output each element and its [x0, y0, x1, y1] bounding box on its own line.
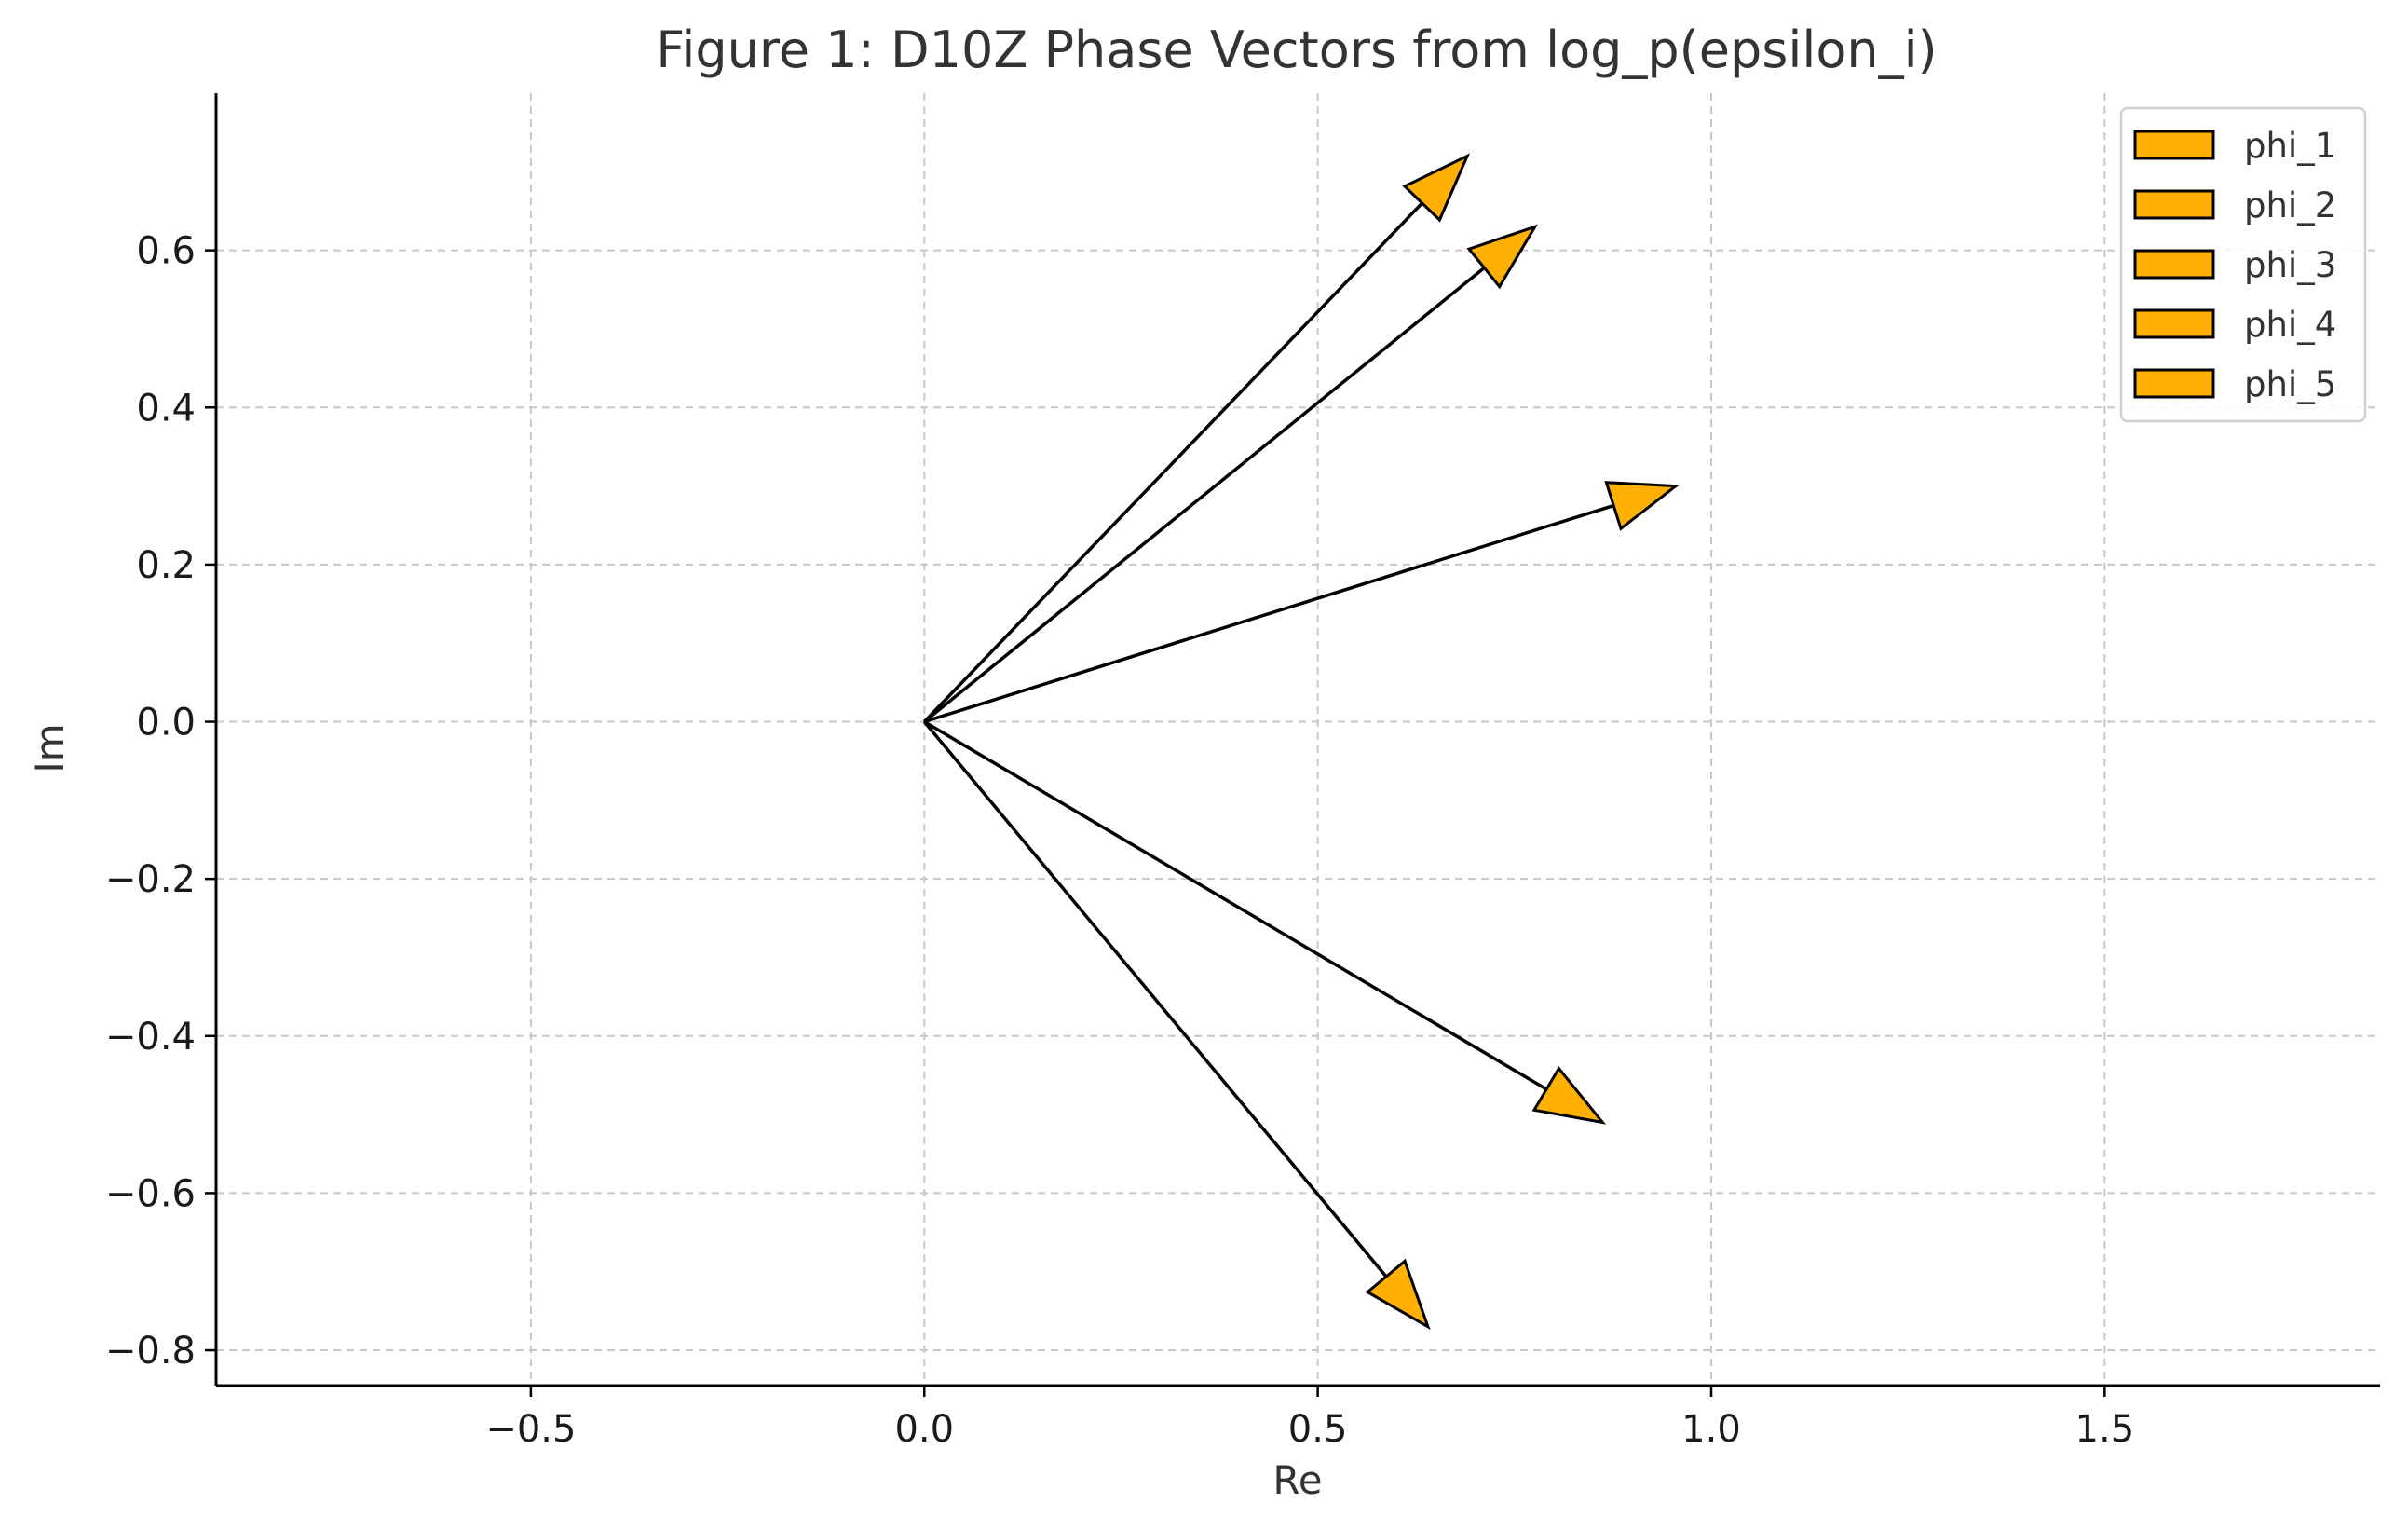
x-tick-label: −0.5: [485, 1408, 576, 1451]
legend: phi_1 phi_2 phi_3 phi_4 phi_5: [2119, 106, 2367, 423]
arrow-shaft: [922, 201, 1423, 723]
arrow-head: [1365, 1258, 1431, 1331]
legend-label: phi_5: [2244, 364, 2336, 404]
y-tick-label: −0.8: [105, 1330, 196, 1373]
vector-arrows: [922, 153, 1680, 1331]
legend-label: phi_4: [2244, 305, 2336, 345]
arrow-head: [1531, 1065, 1607, 1125]
vector-arrow-phi_4: [923, 720, 1607, 1125]
arrow-head: [1466, 224, 1539, 290]
arrow-shaft: [922, 720, 1388, 1278]
arrow-head: [1604, 481, 1680, 531]
legend-swatch: [2133, 249, 2215, 280]
y-axis-ticks: −0.8 −0.6 −0.4 −0.2 0.0 0.2 0.4 0.6: [105, 230, 216, 1373]
arrow-shaft: [923, 503, 1614, 724]
arrow-head: [1402, 153, 1471, 223]
vector-arrow-phi_2: [923, 224, 1539, 723]
legend-item-phi_5: phi_5: [2133, 364, 2336, 404]
y-axis-label: Im: [27, 723, 73, 772]
x-tick-label: 0.5: [1288, 1408, 1348, 1451]
y-tick-label: 0.2: [136, 544, 196, 587]
y-tick-label: 0.0: [136, 702, 196, 745]
y-tick-label: −0.6: [105, 1172, 196, 1215]
legend-item-phi_3: phi_3: [2133, 245, 2336, 285]
vector-arrow-phi_1: [922, 153, 1471, 723]
y-tick-label: 0.4: [136, 387, 196, 430]
axes: [214, 93, 2380, 1387]
chart-title: Figure 1: D10Z Phase Vectors from log_p(…: [656, 21, 1937, 79]
x-tick-label: 0.0: [894, 1408, 954, 1451]
legend-swatch: [2133, 308, 2215, 339]
legend-item-phi_2: phi_2: [2133, 185, 2336, 226]
grid: [216, 93, 2380, 1386]
y-tick-label: −0.2: [105, 858, 196, 901]
vector-arrow-phi_3: [923, 481, 1680, 724]
x-axis-label: Re: [1272, 1457, 1322, 1503]
arrow-shaft: [923, 720, 1548, 1091]
legend-label: phi_2: [2244, 185, 2336, 226]
legend-swatch: [2133, 130, 2215, 160]
legend-item-phi_4: phi_4: [2133, 305, 2336, 345]
x-axis-ticks: −0.5 0.0 0.5 1.0 1.5: [485, 1386, 2134, 1451]
legend-label: phi_1: [2244, 126, 2336, 166]
vector-arrow-phi_5: [922, 720, 1431, 1331]
y-tick-label: 0.6: [136, 230, 196, 273]
x-tick-label: 1.0: [1681, 1408, 1741, 1451]
legend-swatch: [2133, 189, 2215, 220]
legend-swatch: [2133, 368, 2215, 399]
x-tick-label: 1.5: [2075, 1408, 2135, 1451]
legend-item-phi_1: phi_1: [2133, 126, 2336, 166]
arrow-shaft: [923, 267, 1486, 723]
legend-label: phi_3: [2244, 245, 2336, 285]
y-tick-label: −0.4: [105, 1016, 196, 1059]
legend-box: [2119, 106, 2367, 423]
